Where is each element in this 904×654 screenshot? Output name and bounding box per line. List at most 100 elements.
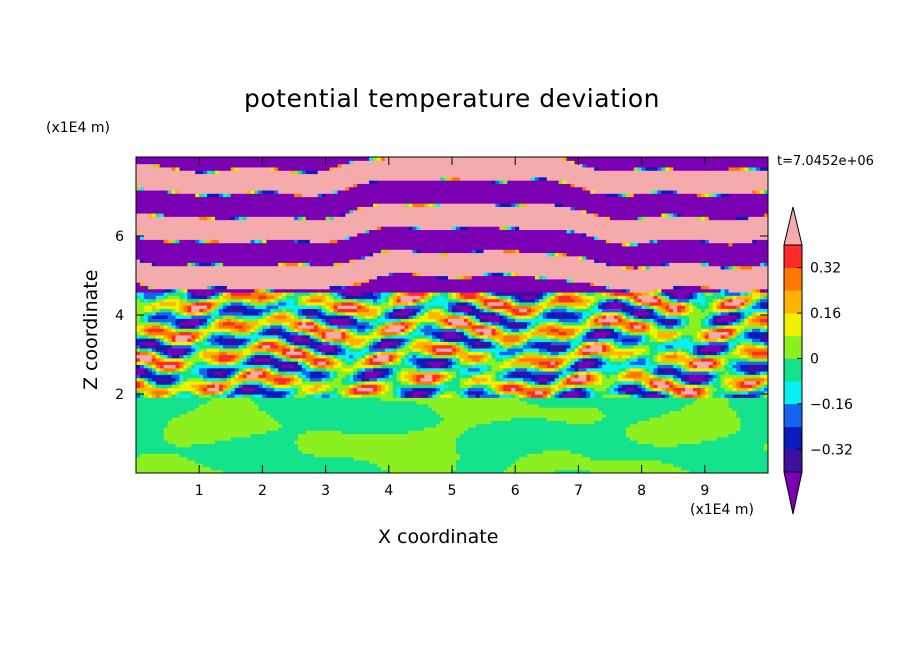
field-cell xyxy=(503,318,508,323)
field-cell xyxy=(531,364,536,369)
field-cell xyxy=(440,252,445,257)
field-cell xyxy=(297,436,457,441)
field-cell xyxy=(353,357,358,362)
field-cell xyxy=(357,361,362,365)
field-cell xyxy=(199,394,212,398)
field-cell xyxy=(384,374,390,379)
field-cell xyxy=(760,387,765,392)
field-cell xyxy=(242,344,248,349)
field-cell xyxy=(376,298,386,303)
field-cell xyxy=(266,295,275,300)
field-cell xyxy=(625,374,643,379)
field-cell xyxy=(716,315,722,319)
field-cell xyxy=(159,341,165,346)
field-cell xyxy=(143,324,153,329)
colorbar-segment xyxy=(784,245,802,268)
field-cell xyxy=(649,367,655,372)
field-cell xyxy=(748,298,753,303)
field-cell xyxy=(756,380,761,385)
field-cell xyxy=(507,321,524,326)
field-cell xyxy=(159,308,173,313)
field-cell xyxy=(724,377,734,382)
field-cell xyxy=(602,311,619,316)
field-cell xyxy=(511,463,674,468)
field-cell xyxy=(222,315,236,319)
field-cell xyxy=(720,357,726,362)
field-cell xyxy=(147,344,153,349)
field-cell xyxy=(637,357,647,362)
field-cell xyxy=(546,417,603,421)
field-cell xyxy=(444,324,453,329)
field-cell xyxy=(594,357,599,362)
field-cell xyxy=(294,341,299,346)
field-cell xyxy=(329,394,339,398)
field-cell xyxy=(309,334,315,339)
field-cell xyxy=(515,318,560,323)
field-cell xyxy=(586,377,591,382)
field-cell xyxy=(242,357,248,362)
field-cell xyxy=(294,338,311,342)
field-cell xyxy=(740,384,753,389)
field-cell xyxy=(199,387,204,392)
field-cell xyxy=(756,301,761,306)
field-cell xyxy=(617,328,623,333)
field-cell xyxy=(736,410,768,415)
field-cell xyxy=(677,361,686,365)
field-cell xyxy=(416,272,421,277)
field-cell xyxy=(629,324,635,329)
field-cell xyxy=(712,377,718,382)
field-cell xyxy=(665,291,670,296)
field-cell xyxy=(760,334,768,339)
field-cell xyxy=(412,249,418,254)
field-cell xyxy=(274,387,295,392)
field-cell xyxy=(459,357,465,362)
field-cell xyxy=(373,331,378,336)
field-cell xyxy=(732,384,737,389)
field-cell xyxy=(479,321,485,326)
field-cell xyxy=(179,374,184,379)
field-cell xyxy=(479,370,485,375)
field-cell xyxy=(487,318,500,323)
field-cell xyxy=(459,377,469,382)
field-cell xyxy=(491,324,497,329)
field-cell xyxy=(444,334,461,339)
field-cell xyxy=(665,321,674,326)
field-cell xyxy=(250,324,256,329)
field-cell xyxy=(400,394,406,398)
field-cell xyxy=(143,361,149,365)
field-cell xyxy=(736,387,749,392)
field-cell xyxy=(708,301,714,306)
field-cell xyxy=(586,387,591,392)
field-cell xyxy=(645,347,651,352)
field-cell xyxy=(317,351,323,356)
field-cell xyxy=(258,338,263,342)
field-cell xyxy=(471,315,477,319)
field-cell xyxy=(617,311,623,316)
field-cell xyxy=(586,331,591,336)
field-cell xyxy=(380,334,386,339)
field-cell xyxy=(179,361,184,365)
field-cell xyxy=(313,341,323,346)
field-cell xyxy=(744,370,749,375)
field-cell xyxy=(499,315,504,319)
field-cell xyxy=(574,364,579,369)
field-cell xyxy=(400,318,410,323)
field-cell xyxy=(175,324,181,329)
field-cell xyxy=(542,311,548,316)
field-cell xyxy=(187,318,200,323)
field-cell xyxy=(136,331,141,336)
field-cell xyxy=(136,364,141,369)
field-cell xyxy=(764,384,768,389)
field-cell xyxy=(424,354,433,359)
field-cell xyxy=(369,291,374,296)
field-cell xyxy=(286,315,291,319)
field-cell xyxy=(408,338,414,342)
field-cell xyxy=(641,305,647,310)
field-cell xyxy=(491,311,497,316)
field-cell xyxy=(254,364,263,369)
field-cell xyxy=(139,259,145,263)
field-cell xyxy=(455,291,461,296)
field-cell xyxy=(534,298,540,303)
field-cell xyxy=(270,413,441,418)
field-cell xyxy=(365,301,374,306)
